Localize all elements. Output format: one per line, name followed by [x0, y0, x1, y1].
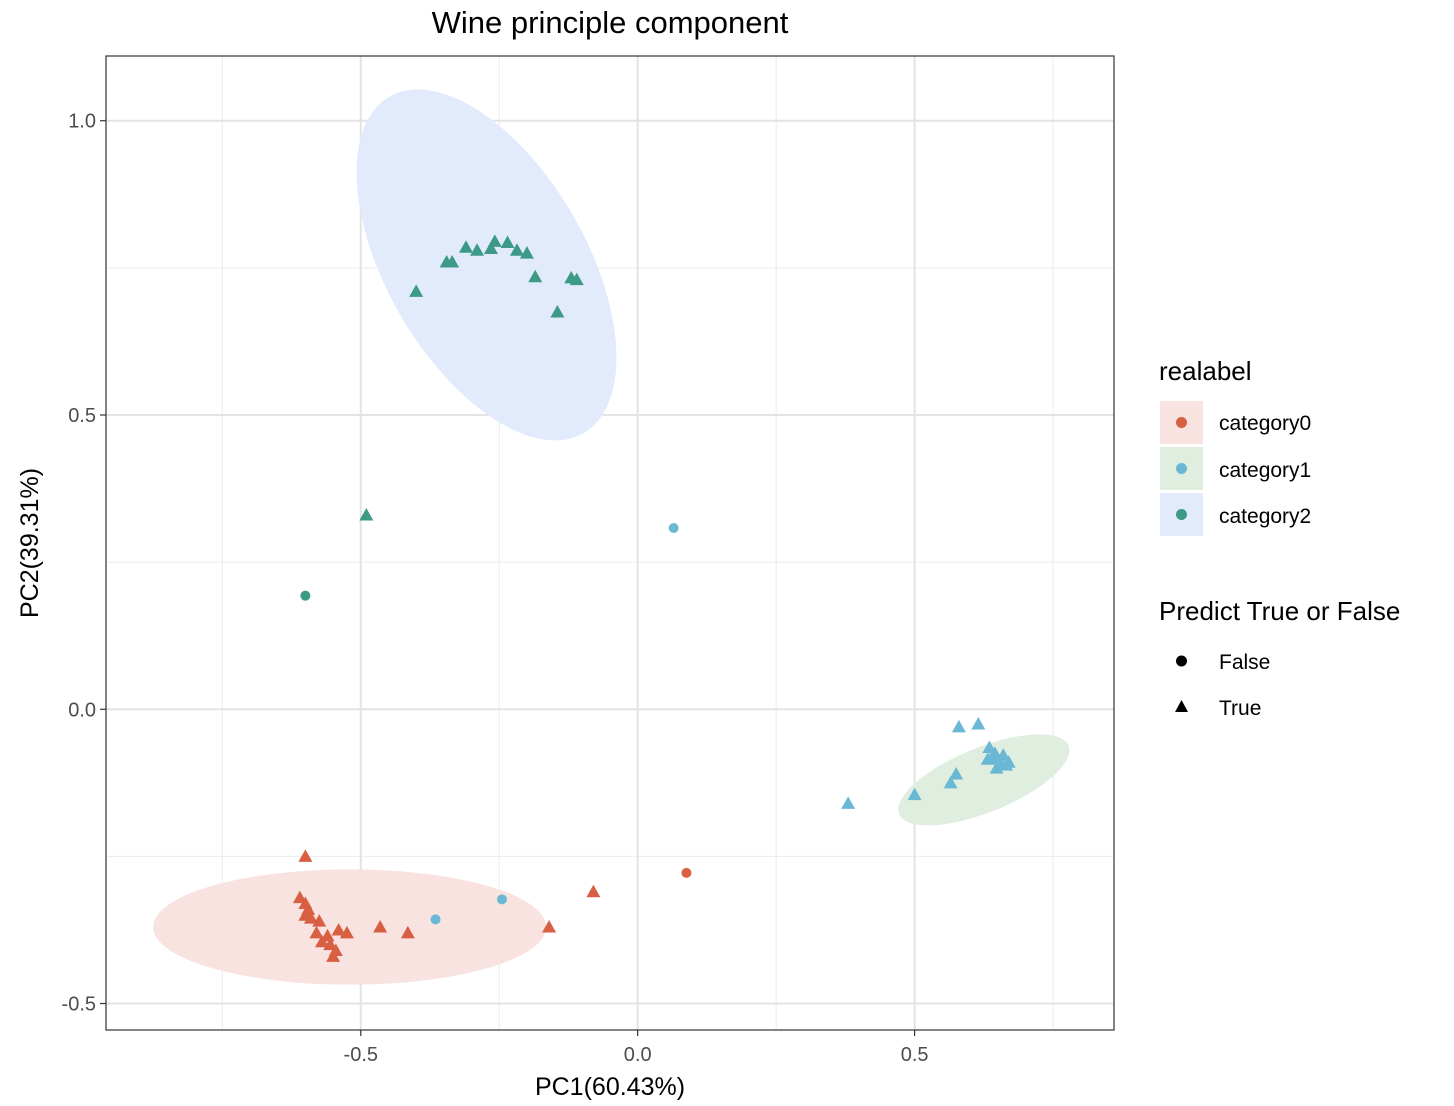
point-category2-true	[509, 243, 524, 256]
plot-border	[105, 55, 1115, 1031]
point-category0-true	[298, 849, 313, 862]
point-category0-true	[373, 920, 388, 933]
ellipse-category1	[898, 734, 1070, 826]
point-category0-false	[681, 867, 692, 878]
ellipse-category0	[153, 869, 547, 985]
point-category0-true	[312, 914, 327, 927]
point-category0-true	[331, 922, 346, 936]
point-category2-true	[359, 508, 374, 521]
point-category0-true	[315, 934, 329, 948]
point-category2-true	[550, 305, 565, 318]
x-axis-ticks: -0.5 0.0 0.5	[344, 1030, 929, 1066]
point-category2-true	[409, 284, 424, 297]
point-category1-true	[971, 716, 986, 730]
point-category1-true	[996, 748, 1011, 761]
legend-label-false: False	[1219, 651, 1270, 674]
shape-legend: Predict True or False False True	[1159, 596, 1400, 720]
point-category2-true	[528, 269, 543, 283]
legend-key-category2	[1176, 509, 1187, 520]
point-category2-true	[470, 243, 485, 256]
point-category2-false	[300, 590, 311, 601]
point-category1-true	[980, 752, 995, 765]
point-category0-true	[320, 928, 335, 942]
point-category0-true	[303, 911, 318, 924]
point-category1-false	[497, 894, 507, 905]
data-points	[292, 234, 1016, 962]
point-category1-true	[943, 775, 958, 789]
legend-key-false-circle-icon	[1176, 655, 1187, 667]
point-category0-true	[400, 925, 415, 939]
point-category2-true	[487, 234, 502, 247]
color-legend-title: realabel	[1159, 356, 1252, 386]
legend-label-category1: category1	[1219, 459, 1311, 482]
point-category2-true	[519, 246, 534, 259]
point-category0-true	[309, 925, 324, 939]
point-category0-true	[326, 949, 341, 962]
point-category2-true	[459, 240, 473, 253]
point-category0-true	[586, 884, 601, 898]
y-axis-title: PC2(39.31%)	[16, 468, 44, 618]
point-category2-true	[500, 235, 515, 249]
point-category1-true	[982, 740, 997, 754]
point-category1-false	[668, 522, 679, 533]
minor-gridlines	[106, 56, 1114, 1030]
ellipse-category2	[356, 89, 617, 441]
legend-key-true-triangle-icon	[1175, 700, 1188, 712]
legend-label-category2: category2	[1219, 505, 1311, 528]
point-category1-false	[430, 914, 441, 925]
legend-label-category0: category0	[1219, 412, 1311, 435]
legend-key-category1	[1176, 463, 1187, 474]
x-tick-label: -0.5	[344, 1044, 378, 1066]
shape-legend-title: Predict True or False	[1159, 596, 1400, 626]
x-tick-label: 0.5	[901, 1044, 929, 1066]
point-category0-true	[323, 937, 338, 951]
point-category1-true	[1001, 755, 1016, 768]
point-category1-true	[841, 796, 856, 809]
y-tick-label: 0.0	[68, 699, 96, 721]
point-category2-true	[445, 254, 460, 268]
y-axis-ticks: -0.5 0.0 0.5 1.0	[62, 111, 106, 1016]
x-axis-title: PC1(60.43%)	[535, 1073, 685, 1101]
confidence-ellipses	[153, 89, 1070, 985]
point-category2-true	[569, 272, 584, 286]
y-tick-label: -0.5	[62, 994, 96, 1016]
legend-label-true: True	[1219, 697, 1261, 720]
chart-title: Wine principle component	[432, 5, 789, 40]
point-category2-true	[483, 241, 498, 254]
plot-panel	[106, 56, 1114, 1030]
point-category1-true	[989, 761, 1004, 774]
point-category1-true	[907, 787, 922, 801]
y-tick-label: 0.5	[68, 405, 96, 427]
major-gridlines	[106, 56, 1114, 1030]
point-category0-true	[542, 920, 557, 933]
color-legend: realabel category0 category1 category2	[1159, 356, 1311, 536]
point-category1-true	[949, 766, 964, 780]
point-category0-true	[339, 925, 354, 939]
legend-key-category0	[1176, 417, 1187, 428]
point-category1-true	[951, 719, 966, 733]
point-category0-true	[292, 890, 307, 904]
x-tick-label: 0.0	[624, 1044, 652, 1066]
y-tick-label: 1.0	[68, 111, 96, 133]
